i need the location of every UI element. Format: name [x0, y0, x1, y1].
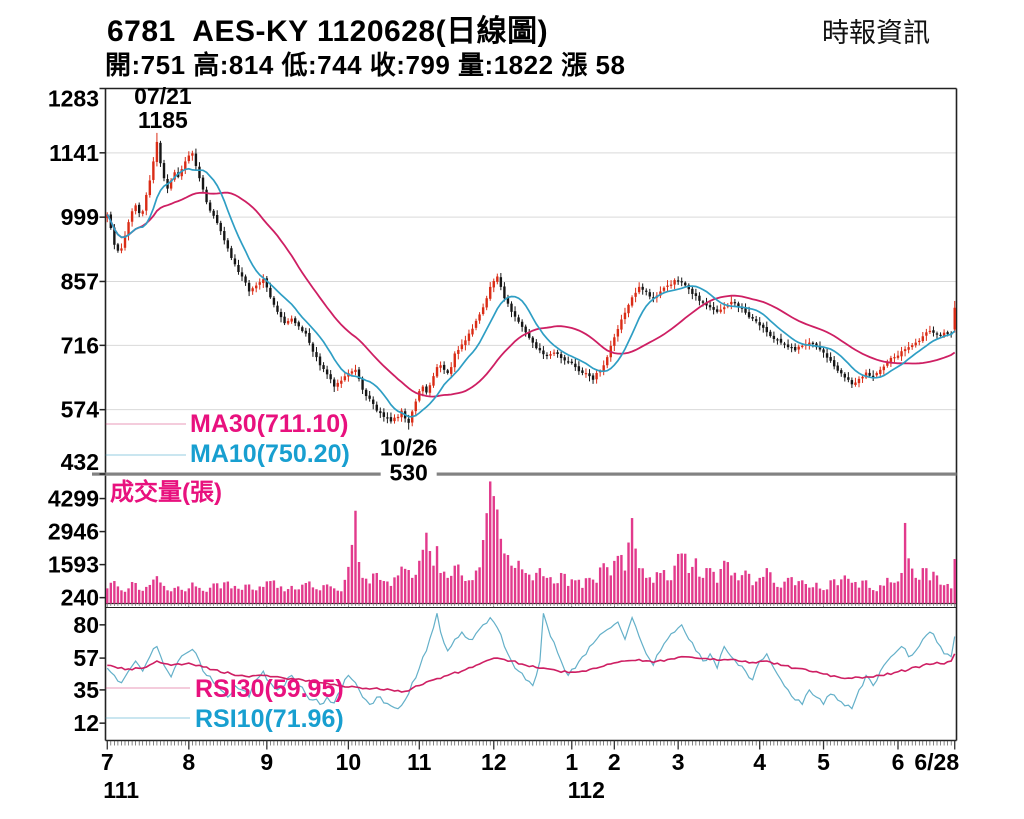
x-axis-month-label: 4 — [753, 749, 766, 775]
x-axis-month-label: 8 — [182, 749, 195, 775]
x-axis-year-label: 111 — [103, 777, 139, 803]
rsi-y-label: 57 — [73, 645, 99, 671]
x-axis-month-label: 12 — [481, 749, 507, 775]
annotation-date: 10/26 — [380, 435, 438, 461]
rsi10-line — [106, 613, 956, 710]
volume-bars — [106, 481, 956, 604]
volume-y-label: 2946 — [48, 519, 99, 545]
x-axis-month-label: 7 — [101, 749, 114, 775]
x-axis-month-label: 6 — [892, 749, 905, 775]
annotation-price: 530 — [389, 460, 427, 486]
x-axis-day-ticks — [106, 603, 956, 750]
price-y-label: 716 — [61, 332, 99, 358]
annotation-price: 1185 — [138, 107, 188, 133]
x-axis-month-label: 1 — [565, 749, 578, 775]
volume-y-label: 240 — [61, 585, 99, 611]
volume-panel-label: 成交量(張) — [110, 478, 222, 506]
rsi10-legend: RSI10(71.96) — [195, 705, 344, 733]
x-axis-month-label: 10 — [336, 749, 362, 775]
annotation-date: 07/21 — [134, 83, 192, 109]
x-axis-month-label: 9 — [260, 749, 273, 775]
x-axis-year-label: 112 — [568, 777, 605, 803]
chart-frame — [92, 87, 958, 742]
x-axis-month-label: 2 — [608, 749, 621, 775]
rsi-y-label: 12 — [73, 710, 99, 736]
ma30-line — [106, 191, 956, 398]
price-y-label: 999 — [61, 204, 99, 230]
x-axis-month-label: 3 — [672, 749, 685, 775]
x-axis-month-label: 5 — [817, 749, 830, 775]
price-y-label: 1141 — [49, 140, 99, 166]
price-y-label: 574 — [61, 397, 100, 423]
x-axis-month-label: 11 — [407, 749, 432, 775]
x-axis-month-label: 6/28 — [914, 749, 959, 775]
rsi-y-label: 80 — [73, 612, 99, 638]
source-label: 時報資訊 — [822, 18, 930, 48]
volume-y-label: 4299 — [48, 486, 99, 512]
ma10-line — [106, 167, 956, 418]
ma30-legend: MA30(711.10) — [190, 410, 348, 438]
quote-summary: 開:751 高:814 低:744 收:799 量:1822 漲 58 — [105, 50, 626, 80]
rsi30-line — [107, 653, 956, 693]
axis-labels: 1283114199985771657443242992946159324080… — [48, 86, 959, 804]
legends: MA30(711.10)MA10(750.20) 成交量(張) RSI30(59.9… — [105, 410, 350, 733]
chart-title: 6781 AES-KY 1120628(日線圖) — [107, 15, 549, 48]
price-y-label: 1283 — [48, 86, 99, 112]
ma10-legend: MA10(750.20) — [190, 440, 350, 468]
price-y-label: 432 — [61, 449, 99, 475]
rsi-y-label: 35 — [73, 677, 99, 703]
rsi30-legend: RSI30(59.95) — [195, 675, 344, 703]
volume-y-label: 1593 — [48, 552, 99, 578]
price-y-label: 857 — [61, 268, 99, 294]
